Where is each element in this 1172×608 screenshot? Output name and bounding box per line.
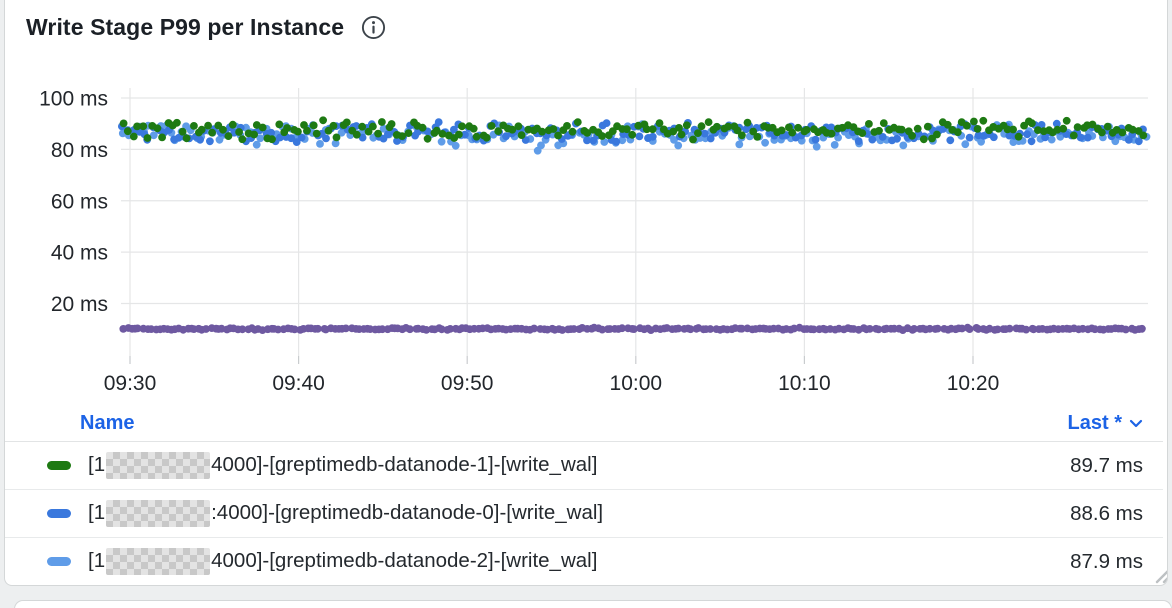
series-last-value: 89.7 ms (1070, 453, 1143, 477)
series-color-marker (47, 509, 71, 518)
series-name-prefix: [1 (88, 500, 106, 524)
x-axis-tick-label: 09:50 (441, 372, 494, 395)
x-axis-tick-label: 10:20 (947, 372, 1000, 395)
series-name-suffix: :4000]-[greptimedb-datanode-0]-[write_wa… (211, 500, 604, 524)
redacted-ip-blur (106, 452, 211, 479)
legend-table: Name Last * [1 4000]-[greptimedb-datanode… (5, 406, 1163, 585)
legend-row[interactable]: [1 :4000]-[greptimedb-datanode-0]-[write_… (5, 490, 1163, 538)
panel-header: Write Stage P99 per Instance (26, 14, 386, 41)
panel-title: Write Stage P99 per Instance (26, 14, 345, 40)
series-name-prefix: [1 (88, 452, 106, 476)
series-last-value: 88.6 ms (1070, 501, 1143, 525)
series-name: [1 4000]-[greptimedb-datanode-2]-[write_w… (88, 548, 597, 575)
series-name-suffix: 4000]-[greptimedb-datanode-2]-[write_wal… (211, 548, 598, 572)
panel-write-stage-p99: Write Stage P99 per Instance 100 ms 80 ms… (4, 0, 1168, 586)
panel-resize-handle[interactable] (1151, 562, 1168, 584)
y-axis-tick-label: 80 ms (51, 139, 108, 162)
legend-last-header-label: Last * (1067, 412, 1122, 434)
chart[interactable]: 100 ms 80 ms 60 ms 40 ms 20 ms 09:30 09:40 09:5… (5, 78, 1163, 408)
y-axis-tick-label: 60 ms (51, 190, 108, 213)
legend-row[interactable]: [1 4000]-[greptimedb-datanode-1]-[write_w… (5, 442, 1163, 490)
series-name-suffix: 4000]-[greptimedb-datanode-1]-[write_wal… (211, 452, 598, 476)
legend-name-header[interactable]: Name (80, 412, 135, 434)
series-name: [1 4000]-[greptimedb-datanode-1]-[write_w… (88, 452, 597, 479)
legend-header: Name Last * (5, 406, 1163, 442)
redacted-ip-blur (106, 548, 211, 575)
series-color-marker (47, 557, 71, 566)
x-axis-tick-label: 09:30 (104, 372, 157, 395)
next-panel-top-edge (14, 600, 1172, 608)
series-last-value: 87.9 ms (1070, 549, 1143, 573)
redacted-ip-blur (106, 500, 211, 527)
legend-row[interactable]: [1 4000]-[greptimedb-datanode-2]-[write_w… (5, 538, 1163, 585)
legend-rows: [1 4000]-[greptimedb-datanode-1]-[write_w… (5, 442, 1163, 585)
series-color-marker (47, 461, 71, 470)
legend-last-header[interactable]: Last * (1068, 412, 1143, 435)
chevron-down-icon (1129, 419, 1143, 428)
x-axis-tick-label: 10:00 (610, 372, 663, 395)
y-axis-tick-label: 100 ms (39, 88, 108, 111)
series-name: [1 :4000]-[greptimedb-datanode-0]-[write_… (88, 500, 603, 527)
series-name-prefix: [1 (88, 548, 106, 572)
info-icon[interactable] (361, 15, 386, 40)
y-axis-tick-label: 40 ms (51, 242, 108, 265)
x-axis-tick-label: 09:40 (272, 372, 325, 395)
x-axis-tick-label: 10:10 (778, 372, 831, 395)
y-axis-tick-label: 20 ms (51, 293, 108, 316)
